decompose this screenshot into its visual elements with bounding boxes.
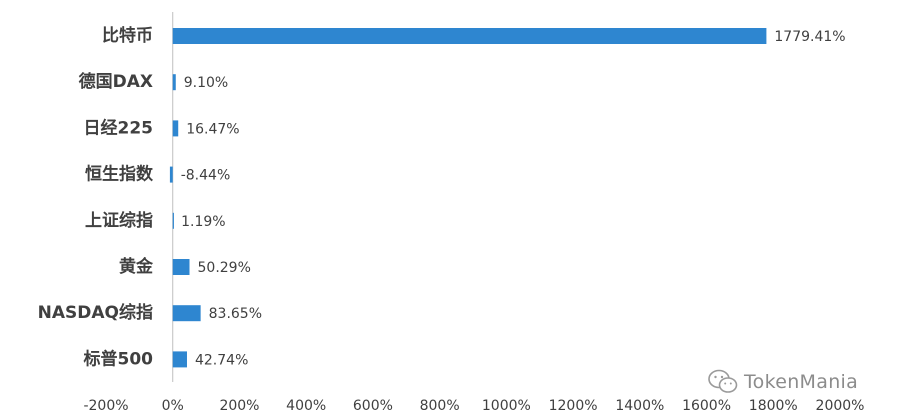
data-label: 42.74% [195,352,248,368]
bar [169,166,173,183]
x-tick-label: 1400% [615,398,664,414]
category-label: NASDAQ综指 [38,302,153,323]
bar [172,120,179,137]
data-label: 1.19% [181,214,225,230]
x-tick-label: 200% [219,398,259,414]
x-tick-label: 2000% [816,398,865,414]
x-tick-label: 0% [162,398,184,414]
bar [172,351,187,368]
data-label: 1779.41% [774,29,845,45]
x-tick-label: 400% [286,398,326,414]
wechat-icon [708,369,738,393]
bar [172,212,174,229]
data-label: 9.10% [184,75,228,91]
data-label: 50.29% [198,260,251,276]
category-label: 日经225 [84,117,154,138]
bar [172,74,176,91]
data-label: 16.47% [186,121,239,137]
watermark-text: TokenMania [744,371,859,393]
category-label: 德国DAX [79,71,153,92]
x-tick-label: 1000% [482,398,531,414]
bar [172,305,201,322]
category-label: 标普500 [84,348,154,369]
category-label: 上证综指 [85,210,153,231]
x-tick-labels-group: -200% 0% 200% 400% 600% 800% 1000% 1200% 1400% 16… [83,398,864,414]
x-tick-label: 1600% [682,398,731,414]
bar [172,259,190,275]
category-label: 黄金 [119,256,154,277]
data-labels-group: 1779.41% 9.10% 16.47% -8.44% 1.19% 50.29% 83.6… [181,29,846,368]
x-tick-label: 600% [353,398,393,414]
data-label: -8.44% [181,168,231,184]
category-label: 比特币 [102,25,153,46]
x-tick-label: 1200% [549,398,598,414]
watermark: TokenMania [708,368,858,396]
bars-group [169,28,767,368]
x-tick-label: -200% [83,398,128,414]
bar [172,28,767,44]
data-label: 83.65% [209,306,262,322]
x-tick-label: 1800% [749,398,798,414]
category-label: 恒生指数 [85,164,154,185]
x-tick-label: 800% [420,398,460,414]
